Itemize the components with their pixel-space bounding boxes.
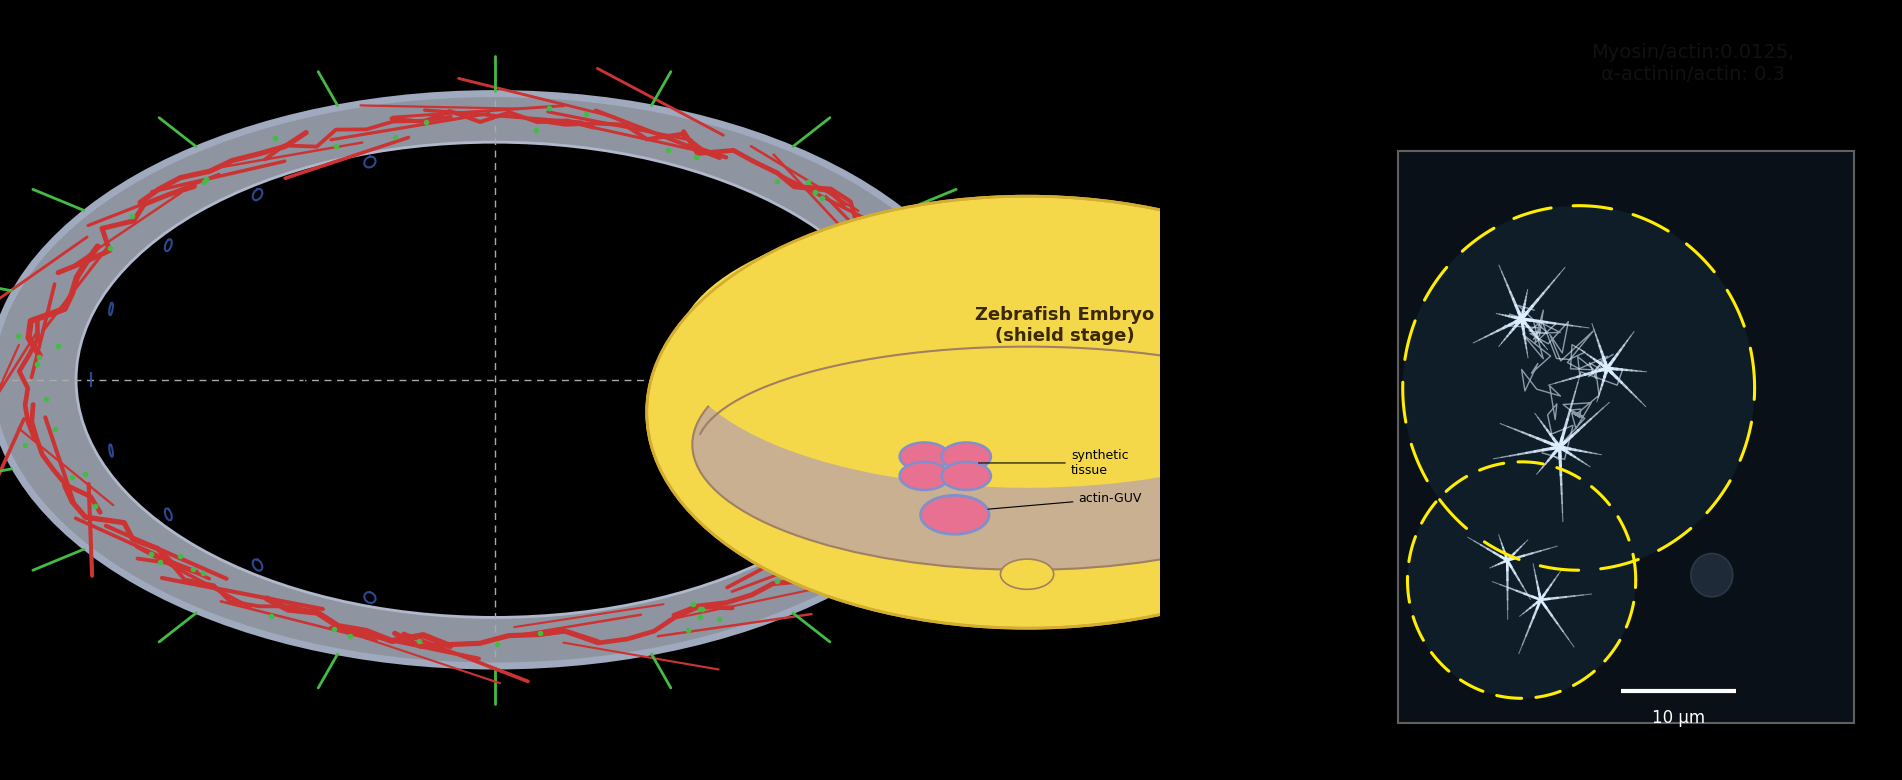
Text: actin-GUV: actin-GUV	[987, 492, 1141, 509]
Circle shape	[1000, 559, 1054, 590]
Text: passive: passive	[301, 365, 365, 384]
Text: Design of actin-GUV Variants: Design of actin-GUV Variants	[470, 40, 709, 58]
Circle shape	[647, 197, 1407, 628]
Circle shape	[1691, 554, 1733, 597]
Text: Myosin/actin:0.0125,
α-actinin/actin: 0.3: Myosin/actin:0.0125, α-actinin/actin: 0.…	[1592, 43, 1794, 84]
Text: b: b	[1225, 38, 1242, 62]
Circle shape	[1407, 462, 1636, 698]
Ellipse shape	[692, 319, 1362, 570]
Text: 10 μm: 10 μm	[1653, 709, 1704, 727]
Polygon shape	[0, 94, 999, 666]
Circle shape	[941, 442, 991, 470]
Circle shape	[921, 495, 989, 534]
Text: synthetic
tissue: synthetic tissue	[978, 449, 1128, 477]
Circle shape	[999, 288, 1208, 407]
Bar	[1398, 151, 1854, 723]
Circle shape	[900, 442, 949, 470]
Ellipse shape	[677, 207, 1377, 488]
Circle shape	[941, 462, 991, 490]
Text: active: active	[631, 365, 681, 384]
Text: a: a	[15, 40, 32, 64]
Text: Zebrafish Embryo
(shield stage): Zebrafish Embryo (shield stage)	[976, 307, 1155, 346]
Circle shape	[900, 462, 949, 490]
Circle shape	[1404, 206, 1756, 570]
